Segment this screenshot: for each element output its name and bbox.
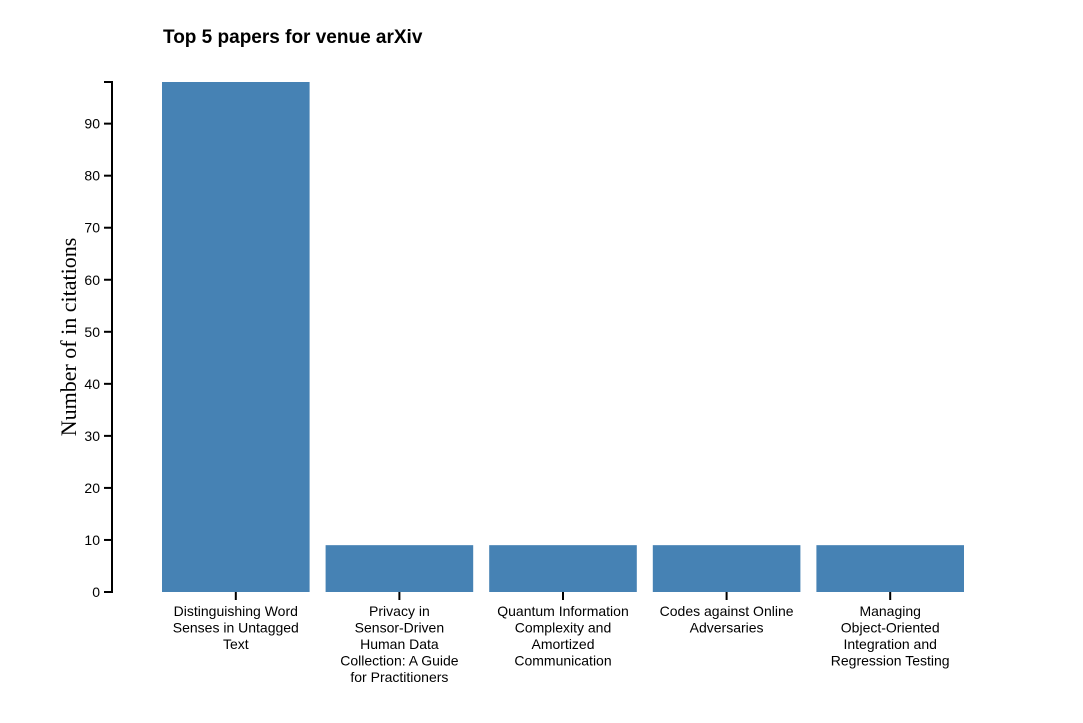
y-tick-label: 80 bbox=[84, 168, 100, 184]
x-tick-label: Privacy in Sensor-Driven Human Data Collect… bbox=[340, 603, 459, 685]
x-tick-label: Quantum Information Complexity and Amortiz… bbox=[497, 603, 629, 669]
x-tick-label: Codes against Online Adversaries bbox=[660, 603, 794, 636]
y-tick-label: 50 bbox=[84, 324, 100, 340]
y-tick-label: 60 bbox=[84, 272, 100, 288]
bar-3 bbox=[489, 545, 637, 592]
x-tick-label: Managing Object-Oriented Integration and Re… bbox=[831, 603, 950, 669]
bar-1 bbox=[162, 82, 310, 592]
y-tick-label: 40 bbox=[84, 376, 100, 392]
bar-4 bbox=[652, 545, 801, 592]
y-tick-label: 20 bbox=[84, 480, 100, 496]
x-tick-label: Distinguishing Word Senses in Untagged Tex… bbox=[173, 603, 299, 652]
y-axis-line bbox=[104, 81, 113, 593]
bar-5 bbox=[816, 545, 964, 592]
y-axis-label: Number of in citations bbox=[56, 238, 81, 437]
y-tick-label: 90 bbox=[84, 116, 100, 132]
y-tick-label: 0 bbox=[92, 584, 100, 600]
y-axis: 0 10 20 30 40 50 60 70 80 90 bbox=[84, 81, 113, 600]
chart-title: Top 5 papers for venue arXiv bbox=[163, 27, 423, 48]
bars-group bbox=[162, 82, 964, 592]
x-axis: Distinguishing Word Senses in Untagged Tex… bbox=[173, 592, 950, 685]
bar-2 bbox=[325, 545, 474, 592]
y-tick-label: 30 bbox=[84, 428, 100, 444]
y-tick-label: 70 bbox=[84, 220, 100, 236]
y-tick-label: 10 bbox=[84, 532, 100, 548]
